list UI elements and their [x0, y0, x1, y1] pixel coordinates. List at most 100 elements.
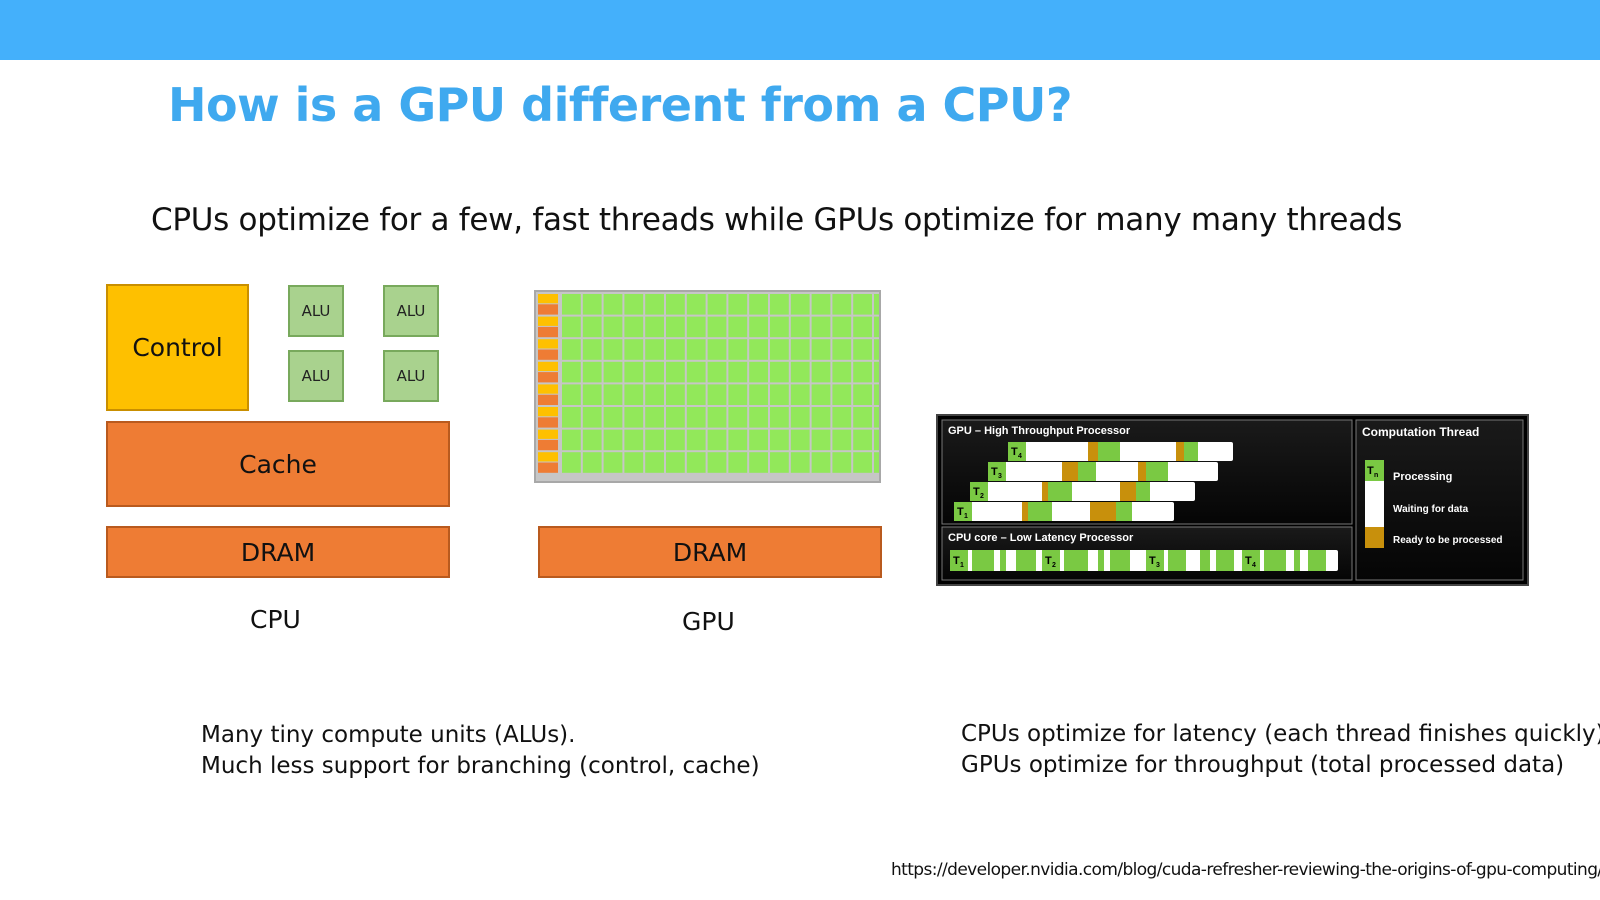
gpu-alu-cell: [728, 294, 748, 315]
gpu-alu-cell: [749, 429, 768, 451]
gpu-alu-cell: [728, 339, 748, 360]
gpu-alu-cell: [666, 384, 685, 405]
gpu-control-cell: [538, 294, 558, 304]
gpu-alu-cell: [582, 384, 602, 405]
gpu-alu-cell: [582, 339, 602, 360]
gpu-core-grid-svg: [538, 294, 893, 473]
gpu-alu-cell: [707, 407, 727, 428]
cpu-thread-2-tag: T 2: [1042, 550, 1060, 571]
gpu-alu-cell: [645, 452, 664, 473]
gpu-alu-cell: [603, 316, 623, 338]
cpu-thread-3-tag: T 3: [1146, 550, 1164, 571]
gpu-control-cell: [538, 384, 558, 394]
gpu-alu-cell: [582, 407, 602, 428]
gpu-alu-cell: [832, 407, 852, 428]
gpu-alu-cell: [645, 384, 664, 405]
cpu-thread-4-label: T: [1245, 555, 1252, 567]
gpu-control-cell: [538, 429, 558, 439]
gpu-alu-cell: [624, 384, 644, 405]
note-right-2: GPUs optimize for throughput (total proc…: [961, 752, 1565, 778]
cpu-cache-block: Cache: [106, 421, 450, 507]
gpu-alu-cell: [749, 384, 768, 405]
gpu-alu-cell: [686, 339, 706, 360]
gpu-alu-cell: [770, 407, 789, 428]
gpu-alu-cell: [562, 407, 581, 428]
cpu-processing-segment: [1264, 550, 1286, 571]
note-right-1: CPUs optimize for latency (each thread f…: [961, 721, 1600, 747]
cpu-timeline-title: CPU core – Low Latency Processor: [948, 532, 1134, 544]
legend-processing-label: Processing: [1393, 471, 1452, 483]
gpu-alu-cell: [582, 361, 602, 383]
gpu-alu-cell: [686, 452, 706, 473]
cpu-processing-segment: [1294, 550, 1300, 571]
source-link[interactable]: https://developer.nvidia.com/blog/cuda-r…: [891, 860, 1600, 880]
gpu-alu-cell: [686, 429, 706, 451]
gpu-alu-cell: [666, 407, 685, 428]
gpu-alu-cell: [832, 361, 852, 383]
gpu-cache-cell: [538, 439, 558, 451]
gpu-alu-cell: [811, 294, 831, 315]
gpu-alu-cell: [874, 384, 893, 405]
cpu-thread-1-tag: T 1: [950, 550, 968, 571]
gpu-alu-cell: [666, 429, 685, 451]
gpu-alu-cell: [645, 339, 664, 360]
cpu-thread-2-label: T: [1045, 555, 1052, 567]
gpu-alu-cell: [582, 316, 602, 338]
gpu-alu-cell: [624, 316, 644, 338]
cpu-processing-segment: [1098, 550, 1104, 571]
gpu-alu-cell: [686, 407, 706, 428]
gpu-alu-cell: [853, 339, 872, 360]
gpu-alu-cell: [749, 407, 768, 428]
legend-thread-index: n: [1374, 472, 1378, 479]
gpu-alu-cell: [749, 316, 768, 338]
gpu-alu-cell: [645, 407, 664, 428]
gpu-alu-cell: [728, 429, 748, 451]
gpu-timeline-title: GPU – High Throughput Processor: [948, 425, 1131, 437]
gpu-alu-cell: [686, 361, 706, 383]
gpu-cache-cell: [538, 394, 558, 405]
gpu-alu-cell: [624, 361, 644, 383]
gpu-alu-cell: [832, 452, 852, 473]
cpu-caption: CPU: [250, 605, 301, 634]
gpu-alu-cell: [624, 407, 644, 428]
gpu-thread-2-index: 2: [980, 493, 984, 500]
gpu-control-cell: [538, 452, 558, 462]
cpu-processing-segment: [1000, 550, 1006, 571]
gpu-cache-cell: [538, 304, 558, 315]
gpu-alu-cell: [874, 407, 893, 428]
gpu-alu-cell: [832, 316, 852, 338]
gpu-alu-cell: [832, 429, 852, 451]
gpu-thread-3-label: T: [991, 466, 998, 478]
cpu-thread-3-index: 3: [1156, 562, 1160, 569]
gpu-alu-cell: [749, 339, 768, 360]
gpu-alu-cell: [770, 294, 789, 315]
gpu-cache-cell: [538, 372, 558, 383]
cpu-thread-3-label: T: [1149, 555, 1156, 567]
legend-swatch: T n: [1365, 460, 1384, 548]
gpu-alu-cell: [707, 384, 727, 405]
gpu-alu-cell: [790, 361, 810, 383]
gpu-alu-cell: [686, 294, 706, 315]
gpu-alu-cell: [582, 452, 602, 473]
gpu-alu-cell: [874, 316, 893, 338]
gpu-alu-cell: [770, 361, 789, 383]
gpu-alu-cell: [770, 316, 789, 338]
gpu-alu-cell: [790, 452, 810, 473]
slide-subtitle: CPUs optimize for a few, fast threads wh…: [151, 202, 1403, 238]
gpu-cache-cell: [538, 349, 558, 360]
cpu-processing-segment: [1016, 550, 1036, 571]
gpu-alu-cell: [832, 294, 852, 315]
legend-waiting-label: Waiting for data: [1393, 504, 1469, 515]
gpu-alu-cell: [645, 294, 664, 315]
gpu-thread-3-index: 3: [998, 473, 1002, 480]
gpu-alu-cell: [562, 452, 581, 473]
gpu-cache-cell: [538, 417, 558, 428]
gpu-alu-cell: [853, 316, 872, 338]
gpu-alu-cell: [624, 339, 644, 360]
gpu-thread-4-index: 4: [1018, 453, 1022, 460]
gpu-alu-cell: [666, 294, 685, 315]
gpu-alu-cell: [582, 294, 602, 315]
gpu-alu-cell: [666, 361, 685, 383]
gpu-alu-cell: [770, 339, 789, 360]
slide-title: How is a GPU different from a CPU?: [168, 78, 1073, 132]
